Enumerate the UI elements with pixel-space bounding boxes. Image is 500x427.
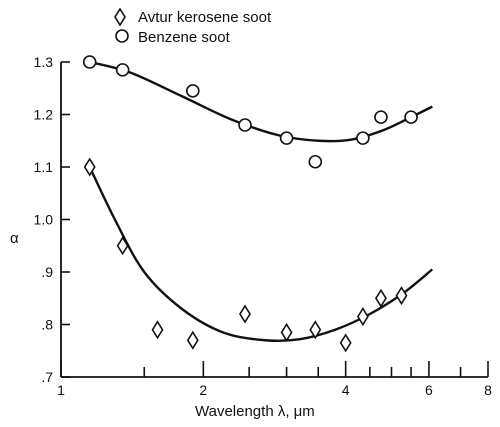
data-point-benzene xyxy=(115,63,130,77)
y-tick-label: .9 xyxy=(41,264,53,280)
x-ticks: 1 2 4 6 8 xyxy=(57,361,492,398)
x-tick-label: 8 xyxy=(484,382,492,398)
legend-diamond-marker xyxy=(114,7,126,27)
data-point-benzene xyxy=(404,110,418,124)
y-tick-label: .7 xyxy=(41,369,53,385)
legend-circle-marker xyxy=(115,29,129,43)
data-point-avtur xyxy=(239,304,251,324)
data-point-avtur xyxy=(356,307,369,327)
data-point-avtur xyxy=(375,288,387,308)
legend-item-benzene: Benzene soot xyxy=(115,29,231,46)
legend: Avtur kerosene soot Benzene soot xyxy=(114,7,272,46)
fit-curve-avtur xyxy=(88,166,434,343)
y-ticks: .7 .8 .9 1.0 1.1 1.2 1.3 xyxy=(34,54,70,385)
data-point-benzene xyxy=(279,131,294,145)
x-axis-label: Wavelength λ, μm xyxy=(195,403,315,420)
legend-label-benzene: Benzene soot xyxy=(138,29,231,46)
data-point-benzene xyxy=(238,118,252,132)
axes xyxy=(60,62,488,378)
x-tick-label: 6 xyxy=(425,382,433,398)
data-point-avtur xyxy=(309,320,322,340)
y-tick-label: 1.2 xyxy=(34,107,54,123)
data-point-benzene xyxy=(374,110,388,124)
data-markers xyxy=(82,55,418,353)
y-tick-label: 1.3 xyxy=(34,54,54,70)
data-point-benzene xyxy=(308,154,323,169)
y-axis-label: α xyxy=(10,230,19,247)
data-point-avtur xyxy=(151,320,164,340)
data-point-benzene xyxy=(356,131,370,145)
fit-curves xyxy=(88,60,434,343)
legend-label-avtur: Avtur kerosene soot xyxy=(138,9,272,26)
x-tick-label: 2 xyxy=(199,382,207,398)
x-tick-label: 4 xyxy=(342,382,350,398)
y-tick-label: .8 xyxy=(41,317,53,333)
fit-curve-benzene xyxy=(89,60,433,143)
legend-item-avtur: Avtur kerosene soot xyxy=(114,7,272,27)
data-point-avtur xyxy=(83,157,96,177)
data-point-avtur xyxy=(395,286,408,306)
data-point-benzene xyxy=(82,55,97,69)
data-point-avtur xyxy=(116,236,129,256)
data-point-benzene xyxy=(186,84,200,98)
data-point-avtur xyxy=(280,322,293,342)
x-tick-label: 1 xyxy=(57,382,65,398)
y-tick-label: 1.1 xyxy=(34,159,54,175)
data-point-avtur xyxy=(339,333,352,353)
y-tick-label: 1.0 xyxy=(34,212,54,228)
data-point-avtur xyxy=(186,330,199,350)
